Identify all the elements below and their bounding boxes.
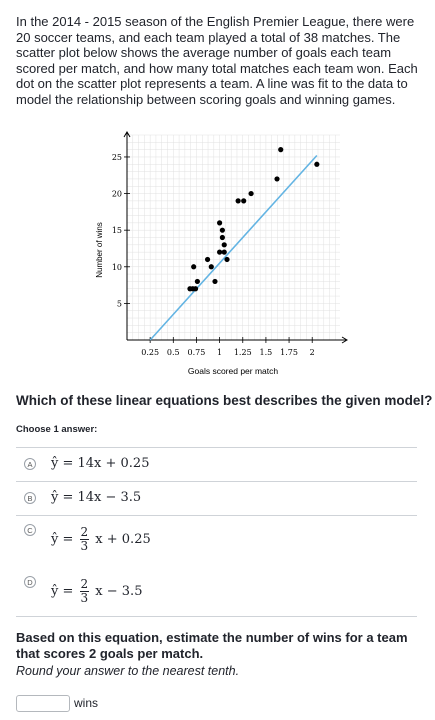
data-point: [194, 278, 200, 285]
data-point: [221, 249, 227, 255]
data-point: [208, 264, 214, 270]
choice-c-prefix: ŷ =: [51, 532, 74, 547]
y-axis-label: Number of wins: [95, 222, 104, 278]
data-points: [187, 147, 320, 292]
divider: [16, 616, 417, 617]
divider: [16, 447, 417, 448]
data-point: [192, 286, 199, 292]
data-point: [217, 220, 223, 226]
question-text: Which of these linear equations best des…: [16, 393, 433, 408]
choice-b-radio[interactable]: B: [24, 492, 36, 504]
y-tick-label: 20: [112, 190, 122, 199]
data-point: [235, 198, 241, 204]
choice-d-denominator: 3: [80, 591, 89, 605]
x-tick-label: 0.75: [188, 348, 206, 357]
choice-c-fraction: 2 3: [79, 525, 90, 553]
data-point: [248, 190, 254, 197]
data-point: [241, 198, 247, 204]
followup-question: Based on this equation, estimate the num…: [16, 630, 408, 661]
choice-c-suffix: x + 0.25: [95, 532, 151, 547]
choice-d-fraction: 2 3: [79, 577, 90, 605]
x-tick-label: 1.5: [260, 348, 273, 357]
choice-c-equation: ŷ = 2 3 x + 0.25: [51, 526, 151, 553]
data-point: [212, 278, 218, 285]
data-point: [191, 264, 197, 270]
choice-c-radio[interactable]: C: [24, 524, 36, 536]
x-tick-label: 1.25: [234, 348, 252, 357]
x-axis-arrow: [341, 336, 348, 344]
data-point: [224, 256, 230, 263]
data-point: [278, 147, 284, 153]
data-point: [217, 249, 223, 255]
choice-a-radio[interactable]: A: [24, 458, 36, 470]
x-tick-label: 2: [310, 348, 315, 357]
y-tick-label: 10: [112, 263, 122, 272]
fit-line: [149, 154, 318, 341]
intro-paragraph: In the 2014 - 2015 season of the English…: [16, 14, 418, 107]
x-tick-label: 0.5: [167, 348, 180, 357]
choice-d-suffix: x − 3.5: [95, 584, 143, 599]
choice-a-equation: ŷ = 14x + 0.25: [51, 456, 150, 471]
y-axis-arrow: [123, 131, 131, 138]
data-point: [219, 234, 225, 241]
divider: [16, 515, 417, 516]
y-tick-label: 15: [112, 226, 122, 235]
choice-b-equation: ŷ = 14x − 3.5: [51, 490, 142, 505]
choice-d-equation: ŷ = 2 3 x − 3.5: [51, 578, 142, 605]
choose-label: Choose 1 answer:: [16, 424, 98, 435]
choice-d[interactable]: D ŷ = 2 3 x − 3.5: [16, 568, 417, 616]
choice-c[interactable]: C ŷ = 2 3 x + 0.25: [16, 516, 417, 564]
rounding-instruction: Round your answer to the nearest tenth.: [16, 664, 240, 678]
data-point: [274, 176, 280, 182]
choice-b[interactable]: B ŷ = 14x − 3.5: [16, 482, 417, 515]
answer-unit: wins: [74, 696, 99, 710]
data-point: [204, 256, 211, 263]
y-tick-label: 5: [117, 299, 122, 308]
choice-a[interactable]: A ŷ = 14x + 0.25: [16, 448, 417, 481]
x-axis-label: Goals scored per match: [188, 366, 279, 376]
choice-c-denominator: 3: [80, 539, 89, 553]
y-tick-label: 25: [112, 153, 122, 162]
fit-line-group: [149, 154, 318, 341]
x-tick-label: 1.75: [280, 348, 298, 357]
choice-c-numerator: 2: [79, 525, 90, 540]
choice-d-numerator: 2: [79, 577, 90, 592]
choice-d-prefix: ŷ =: [51, 584, 74, 599]
divider: [16, 481, 417, 482]
chart-axes: [123, 131, 348, 344]
answer-input[interactable]: [16, 695, 70, 712]
x-tick-label: 1: [217, 348, 222, 357]
x-tick-label: 0.25: [141, 348, 159, 357]
data-point: [221, 242, 227, 248]
choice-d-radio[interactable]: D: [24, 576, 36, 588]
data-point: [314, 161, 320, 167]
data-point: [219, 227, 225, 233]
